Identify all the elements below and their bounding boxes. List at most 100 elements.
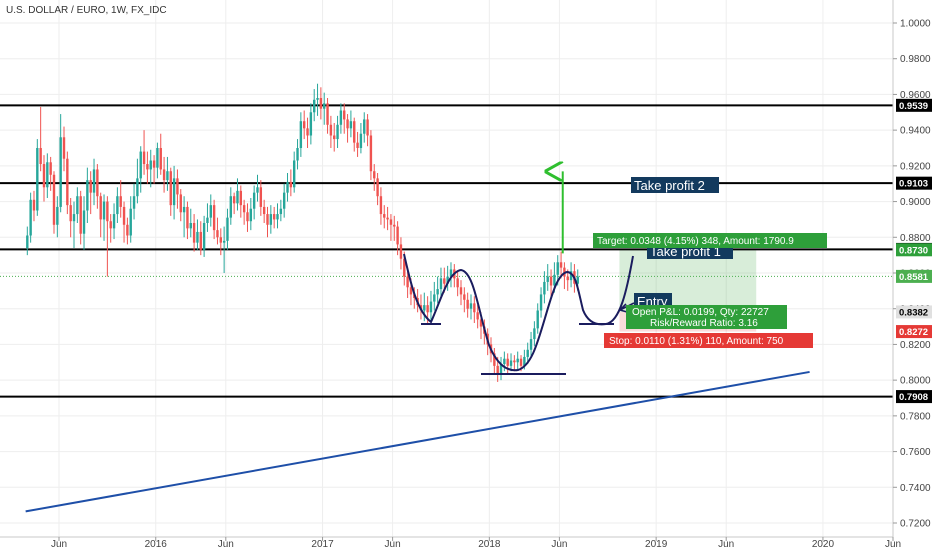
y-tick-label: 0.9800 — [900, 54, 931, 65]
candle-body — [536, 310, 539, 329]
candle-body — [199, 231, 202, 250]
candle-body — [232, 196, 236, 204]
candle-body — [479, 319, 483, 327]
candle-body — [239, 190, 243, 206]
candle-body — [112, 214, 116, 229]
candle-body — [533, 328, 536, 340]
candle-body — [339, 110, 343, 125]
candle-body — [516, 358, 519, 363]
candle-body — [202, 223, 206, 250]
candle-body — [186, 206, 189, 229]
candle-body — [66, 158, 69, 206]
candle-body — [316, 98, 319, 100]
candle-body — [82, 210, 86, 234]
pattern-curve — [403, 253, 634, 372]
price-tag-text: 0.9103 — [899, 179, 928, 190]
candle-body — [196, 231, 199, 243]
candle-body — [403, 258, 406, 277]
candle-body — [456, 278, 459, 288]
take-profit-2-text: Take profit 2 — [634, 178, 705, 193]
candle-body — [216, 230, 219, 238]
price-tag-text: 0.8730 — [899, 245, 928, 256]
candle-body — [249, 208, 253, 222]
candle-body — [42, 164, 46, 188]
candle-body — [393, 224, 396, 227]
candle-body — [292, 160, 296, 188]
candle-body — [323, 103, 326, 109]
price-tag-bg — [896, 98, 932, 112]
x-tick-label: Jun — [385, 539, 401, 550]
take-profit-2-label: Take profit 2 — [631, 177, 719, 193]
candle-body — [496, 365, 499, 373]
candle-body — [356, 142, 359, 148]
candle-body — [126, 224, 129, 236]
price-tag: 0.9103 — [896, 176, 932, 190]
candle-body — [506, 358, 509, 366]
candle-body — [296, 148, 299, 161]
candle-body — [286, 181, 289, 193]
candle-body — [576, 276, 579, 284]
candle-body — [176, 178, 179, 195]
candle-body — [353, 121, 356, 143]
candle-body — [209, 205, 212, 218]
price-tag-bg — [896, 269, 932, 283]
candle-body — [279, 208, 283, 215]
candle-body — [459, 287, 463, 295]
candle-body — [526, 349, 529, 357]
y-tick-label: 0.8800 — [900, 233, 931, 244]
candle-body — [79, 196, 82, 234]
candle-body — [132, 196, 136, 209]
stop-box-text: Stop: 0.0110 (1.31%) 110, Amount: 750 — [609, 336, 784, 347]
candle-body — [302, 121, 306, 129]
price-tag-text: 0.7908 — [899, 392, 928, 403]
candle-body — [399, 244, 403, 259]
candle-body — [99, 196, 102, 220]
candle-body — [272, 214, 276, 220]
candle-body — [182, 206, 186, 213]
candle-body — [343, 110, 346, 120]
pnl-box-bg — [626, 305, 787, 329]
candle-body — [363, 119, 366, 134]
candle-body — [359, 133, 363, 148]
target-box-text: Target: 0.0348 (4.15%) 348, Amount: 1790… — [597, 236, 794, 247]
candle-body — [546, 276, 549, 282]
candle-body — [146, 164, 149, 170]
candle-body — [446, 276, 449, 284]
pnl-text: Open P&L: 0.0199, Qty: 22727 — [632, 307, 769, 318]
candle-body — [142, 151, 146, 165]
candle-body — [473, 303, 476, 313]
candle-body — [49, 162, 52, 175]
pattern-drawing — [403, 253, 634, 375]
y-tick-label: 0.7400 — [900, 483, 931, 494]
candle-body — [549, 276, 553, 286]
trendline — [25, 370, 810, 513]
price-tag-bg — [896, 305, 932, 319]
candle-body — [252, 192, 256, 209]
x-tick-label: Jun — [218, 539, 234, 550]
price-tag-bg — [896, 325, 932, 339]
candle-body — [262, 206, 266, 215]
candle-body — [69, 205, 72, 222]
price-tag: 0.8581 — [896, 269, 932, 283]
candle-body — [306, 128, 309, 136]
x-tick-label: 2020 — [812, 539, 835, 550]
candle-body — [246, 212, 249, 222]
y-tick-label: 0.9000 — [900, 197, 931, 208]
candle-body — [319, 98, 323, 109]
candle-body — [56, 206, 59, 225]
candle-body — [122, 206, 126, 225]
candle-body — [503, 358, 506, 365]
candle-body — [396, 226, 399, 245]
x-tick-label: 2016 — [145, 539, 168, 550]
price-tag: 0.8272 — [896, 325, 932, 339]
price-tag: 0.8382 — [896, 305, 932, 319]
candle-body — [309, 112, 313, 136]
trend-line — [25, 370, 810, 513]
candle-body — [46, 162, 49, 188]
candle-body — [59, 137, 62, 207]
candle-body — [376, 178, 379, 197]
x-tick-label: 2018 — [478, 539, 501, 550]
candle-body — [326, 103, 329, 125]
candle-body — [29, 199, 32, 236]
